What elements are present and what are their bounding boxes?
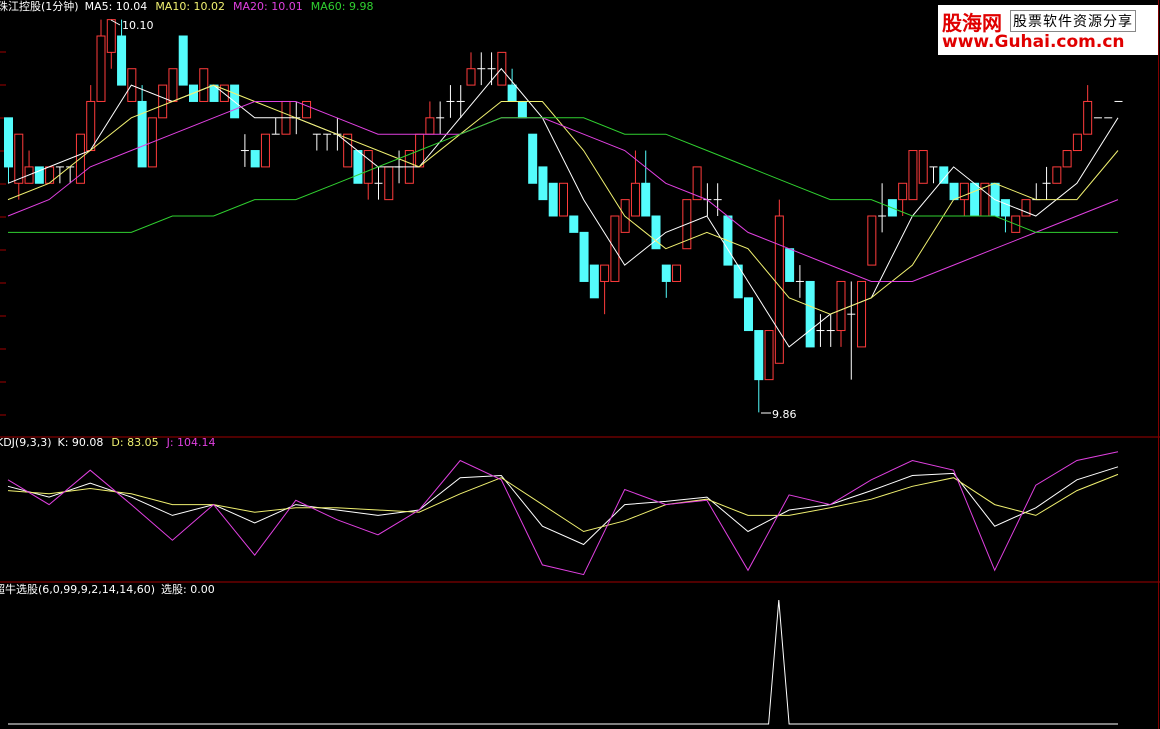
candle-body: [96, 35, 106, 102]
candle-body: [14, 133, 24, 184]
candle-body: [939, 166, 949, 184]
candle-body: [908, 150, 918, 201]
candle-body: [517, 100, 527, 119]
logo-url: www.Guhai.com.cn: [942, 32, 1125, 52]
candle-body: [918, 150, 928, 184]
candle-body: [466, 68, 476, 86]
candle-body: [867, 215, 877, 266]
candle-body: [425, 117, 435, 135]
candle-body: [569, 215, 579, 233]
candle-body: [559, 182, 568, 217]
legend-entry: K: 90.08: [58, 436, 104, 449]
candle-body: [651, 215, 661, 250]
candle-body: [754, 330, 764, 381]
candle-body: [857, 280, 867, 348]
candle-body: [168, 68, 178, 102]
series-line: [7, 473, 1119, 533]
candle-body: [528, 133, 538, 184]
candle-body: [363, 150, 373, 184]
candle-body: [343, 133, 353, 168]
candle-body: [353, 150, 363, 184]
series-line: [7, 466, 1119, 546]
candle-body: [898, 182, 908, 201]
legend-entry: MA5: 10.04: [85, 0, 148, 13]
candle-body: [538, 166, 548, 201]
logo: 股海网 股票软件资源分享 www.Guhai.com.cn: [938, 5, 1158, 55]
legend-entry: D: 83.05: [111, 436, 158, 449]
candle-body: [970, 182, 980, 217]
series-line: [7, 101, 1119, 282]
series-line: [8, 599, 1118, 725]
annotation: 9.86: [772, 408, 797, 421]
candle-body: [1052, 166, 1062, 184]
candle-body: [34, 166, 44, 184]
legend-entry: MA60: 9.98: [311, 0, 374, 13]
candle-body: [774, 215, 784, 364]
logo-slogan: 股票软件资源分享: [1010, 10, 1136, 32]
candle-body: [785, 248, 795, 282]
legend-entry: MA10: 10.02: [155, 0, 225, 13]
candle-body: [86, 100, 96, 152]
candle-body: [117, 35, 127, 86]
candle-body: [641, 182, 651, 217]
candle-body: [1062, 150, 1072, 168]
candle-body: [106, 19, 116, 53]
candle-body: [1072, 133, 1082, 152]
candle-body: [302, 100, 312, 119]
legend-entry: 选股: 0.00: [161, 583, 215, 596]
legend-entry: MA20: 10.01: [233, 0, 303, 13]
candle-body: [260, 133, 270, 168]
panel-title: 珠江控股(1分钟): [0, 0, 79, 13]
candle-body: [959, 182, 969, 201]
candle-body: [384, 166, 394, 201]
logo-name: 股海网: [942, 11, 1002, 35]
candle-body: [949, 182, 959, 201]
candle-body: [178, 35, 188, 86]
candle-body: [1021, 199, 1031, 217]
annotation: 10.10: [122, 19, 154, 32]
candle-body: [579, 231, 589, 282]
candle-body: [507, 84, 517, 102]
series-line: [7, 451, 1119, 576]
annotation-arrow: [110, 19, 121, 26]
candle-body: [158, 84, 168, 119]
candle-body: [630, 182, 640, 217]
candle-body: [661, 264, 671, 282]
candle-body: [4, 117, 13, 168]
candle-body: [548, 182, 558, 217]
candle-body: [199, 68, 209, 102]
candle-body: [1000, 199, 1010, 217]
series-line: [8, 117, 1118, 233]
candle-body: [764, 330, 774, 381]
candle-body: [600, 264, 610, 282]
panel-title: KDJ(9,3,3): [0, 436, 52, 449]
panel-title: 超牛选股(6,0,99,9,2,14,14,60): [0, 582, 155, 596]
candle-body: [805, 280, 815, 348]
candle-body: [589, 264, 599, 299]
candle-body: [744, 297, 753, 332]
candle-body: [836, 280, 846, 332]
legend-entry: J: 104.14: [166, 436, 216, 449]
candle-body: [1083, 100, 1093, 135]
candle-body: [137, 100, 147, 168]
candle-body: [692, 166, 702, 201]
candle-body: [672, 264, 682, 282]
candle-body: [250, 150, 260, 168]
